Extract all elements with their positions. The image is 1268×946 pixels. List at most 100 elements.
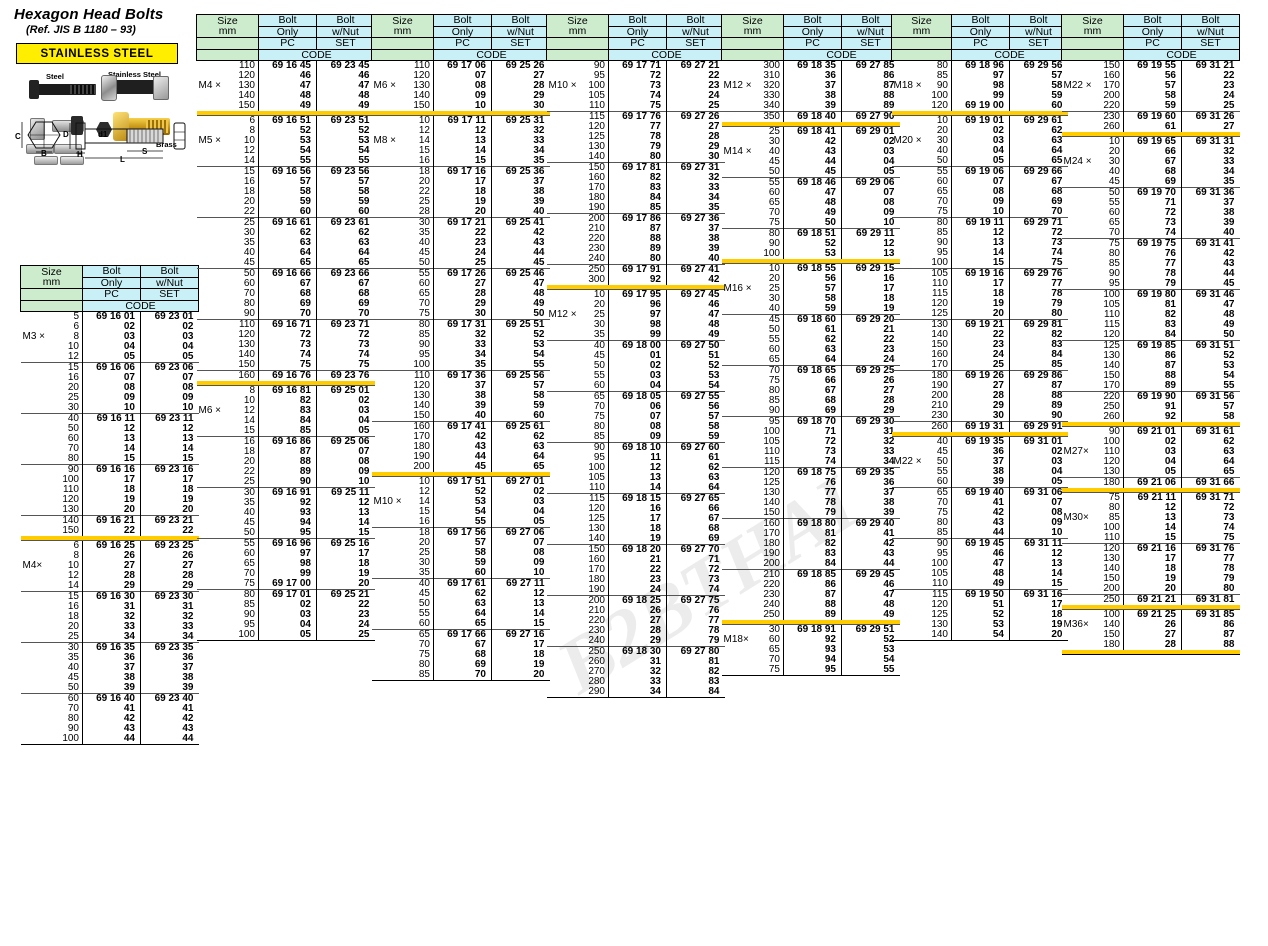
cell-code-pc: 29 — [608, 636, 667, 647]
table-row: 14 29 29 — [21, 581, 199, 592]
cell-size: 70 — [593, 401, 605, 412]
cell-size: M27× 110 — [1063, 446, 1121, 457]
table-row: 70 69 18 65 69 29 25 — [721, 365, 900, 376]
table-row: M18× 60 92 52 — [722, 635, 900, 645]
cell-code-set: 83 — [666, 677, 725, 687]
header-size-blank-2 — [371, 48, 434, 61]
cell-code-set: 02 — [491, 487, 550, 497]
cell-size: 115 — [546, 493, 609, 504]
cell-code-set: 53 — [1181, 361, 1240, 371]
table-row: 110 69 17 06 69 25 26 — [371, 60, 550, 71]
cell-code-set: 80 — [1009, 309, 1068, 320]
cell-code-set: 29 — [666, 142, 725, 152]
cell-size: 12 — [418, 486, 430, 497]
cell-size: 240 — [588, 635, 605, 646]
cell-code-pc: 53 — [951, 620, 1010, 630]
cell-code-pc: 26 — [82, 551, 141, 561]
cell-code-pc: 88 — [1123, 371, 1182, 381]
dimension-diagram-svg — [21, 121, 186, 159]
cell-code-set: 90 — [1009, 411, 1068, 422]
table-row: 130 53 19 — [892, 620, 1068, 630]
table-row: 10 69 18 55 69 29 15 — [721, 263, 900, 274]
table-row: 140 69 16 21 69 23 21 — [20, 515, 199, 526]
cell-code-pc: 84 — [783, 559, 842, 570]
cell-code-pc: 34 — [608, 687, 667, 698]
table-row: 130 17 77 — [1062, 554, 1240, 564]
cell-size: 150 — [413, 100, 430, 111]
table-row: 80 15 15 — [21, 454, 199, 465]
cell-code-set: 08 — [491, 548, 550, 558]
table-row: 140 54 20 — [892, 630, 1068, 641]
cell-code-set: 69 29 51 — [841, 624, 900, 635]
cell-code-pc: 05 — [82, 352, 141, 363]
cell-code-pc: 59 — [433, 558, 492, 568]
table-row: 55 71 37 — [1062, 198, 1240, 208]
cell-code-set: 08 — [1009, 508, 1068, 518]
table-row: 160 69 17 41 69 25 61 — [371, 421, 550, 432]
cell-code-pc: 82 — [608, 173, 667, 183]
cell-size: 330 — [763, 90, 780, 101]
table-row: 20 96 46 — [547, 300, 725, 310]
bolt-table-col-4: Size mm Bolt Bolt Only w/Nut PC SET CODE 90 69 17 … — [546, 14, 725, 700]
header-size: Size mm — [721, 14, 784, 38]
table-row: 45 44 04 — [722, 157, 900, 167]
cell-code-pc: 69 16 76 — [258, 370, 317, 381]
table-row: 130 18 68 — [547, 524, 725, 534]
cell-size: 105 — [588, 90, 605, 101]
header-bolt-wnut: Bolt — [1009, 14, 1068, 27]
cell-code-pc: 86 — [783, 580, 842, 590]
table-row: 75 66 26 — [722, 376, 900, 386]
cell-code-set: 53 — [491, 340, 550, 350]
table-row: 45 01 51 — [547, 351, 725, 361]
table-row: 16 57 57 — [197, 177, 375, 187]
table-row: 40 64 64 — [197, 248, 375, 258]
cell-size: 60 — [243, 548, 255, 559]
cell-size: 75 — [1061, 238, 1124, 249]
cell-code-set: 39 — [841, 508, 900, 519]
header-size: Size mm — [20, 265, 83, 289]
cell-code-set: 69 27 16 — [491, 629, 550, 640]
cell-code-pc: 43 — [783, 147, 842, 157]
cell-code-set: 27 — [491, 71, 550, 81]
cell-code-set: 69 29 11 — [841, 228, 900, 239]
cell-code-set: 22 — [666, 71, 725, 81]
label-brass: Brass — [156, 140, 177, 149]
cell-size: 80 — [418, 659, 430, 670]
cell-code-pc: 72 — [258, 330, 317, 340]
cell-code-pc: 78 — [1123, 269, 1182, 279]
cell-size: 110 — [764, 446, 780, 457]
table-row: 130 38 58 — [372, 391, 550, 401]
cell-code-set: 17 — [140, 475, 199, 485]
cell-code-pc: 47 — [783, 188, 842, 198]
cell-code-pc: 43 — [82, 724, 141, 734]
cell-code-pc: 88 — [258, 457, 317, 467]
header-size-blank-2 — [20, 299, 83, 312]
cell-size: 25 — [418, 196, 430, 207]
cell-code-set: 07 — [841, 188, 900, 198]
cell-code-set: 33 — [140, 622, 199, 632]
cell-size: 85 — [936, 227, 948, 238]
cell-code-set: 05 — [841, 167, 900, 178]
cell-code-pc: 89 — [783, 610, 842, 620]
cell-size: 340 — [763, 100, 780, 111]
table-row: 95 46 12 — [892, 549, 1068, 559]
table-row: 18 87 07 — [197, 447, 375, 457]
cell-code-pc: 95 — [258, 528, 317, 539]
cell-code-set: 69 29 86 — [1009, 370, 1068, 381]
header-bolt-wnut: Bolt — [666, 14, 725, 27]
cell-size: 105 — [1103, 299, 1120, 310]
cell-code-set: 69 31 66 — [1181, 477, 1240, 488]
cell-size: 300 — [763, 60, 780, 71]
cell-size: 55 — [196, 538, 259, 549]
cell-code-pc: 69 18 75 — [783, 467, 842, 478]
table-row: 40 69 17 61 69 27 11 — [371, 578, 550, 589]
cell-code-pc: 12 — [82, 424, 141, 434]
cell-size: 95 — [936, 247, 948, 258]
table-row: 200 69 18 25 69 27 75 — [546, 595, 725, 606]
cell-size: 100 — [931, 558, 948, 569]
cell-code-set: 87 — [1181, 630, 1240, 640]
cell-code-set: 40 — [1181, 228, 1240, 239]
cell-size: 300 — [588, 274, 605, 285]
table-row: 50 12 12 — [21, 424, 199, 434]
cell-code-pc: 37 — [783, 81, 842, 91]
